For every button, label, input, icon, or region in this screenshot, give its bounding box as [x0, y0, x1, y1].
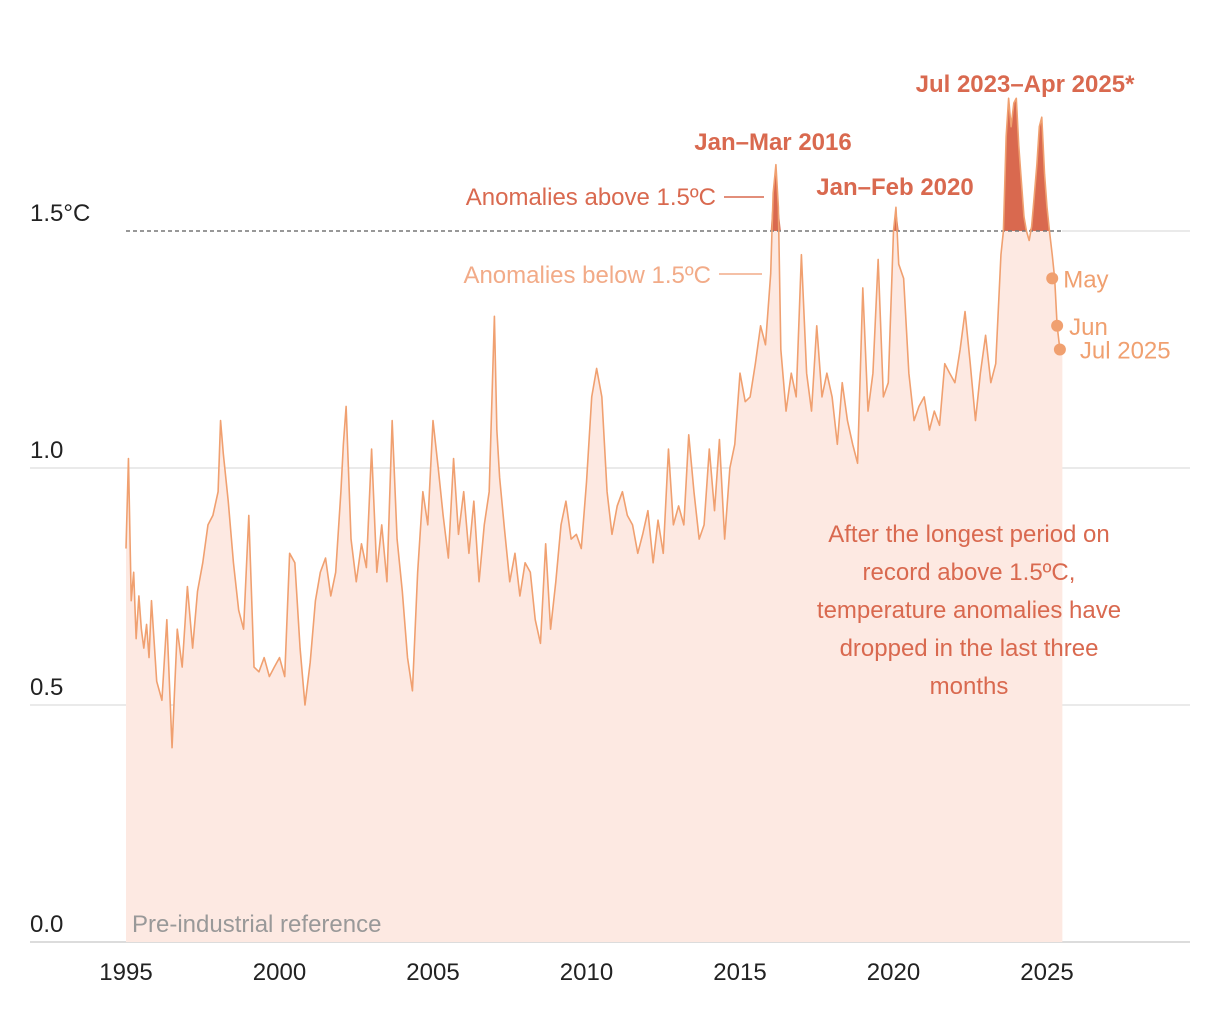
annotation-peak-2020: Jan–Feb 2020: [816, 174, 973, 201]
annotation-peak-2016: Jan–Mar 2016: [694, 129, 851, 156]
pre-industrial-reference-label: Pre-industrial reference: [132, 911, 381, 938]
point-jun: [1051, 319, 1064, 332]
annotation-layer: Jul 2023–Apr 2025* Jan–Mar 2016 Jan–Feb …: [132, 71, 1135, 938]
y-tick-label-1: 0.5: [30, 674, 63, 701]
area-layer: [126, 98, 1063, 942]
series-line-anomaly: [125, 97, 1063, 749]
point-label-jul-2025: Jul 2025: [1080, 338, 1171, 365]
annotation-note-line-3: dropped in the last three: [840, 635, 1099, 662]
area-below-threshold: [126, 231, 1063, 942]
annotation-note-line-1: record above 1.5ºC,: [863, 559, 1076, 586]
y-tick-label-2: 1.0: [30, 437, 63, 464]
area-above-threshold: [126, 98, 1063, 231]
point-may: [1046, 272, 1059, 285]
x-tick-label-1995: 1995: [99, 959, 152, 986]
x-tick-label-2025: 2025: [1020, 959, 1073, 986]
annotation-note-line-4: months: [930, 673, 1009, 700]
x-tick-label-2000: 2000: [253, 959, 306, 986]
line-layer: [125, 97, 1063, 749]
x-axis: 1995 2000 2005 2010 2015 2020 2025: [99, 959, 1073, 986]
annotation-above-label: Anomalies above 1.5ºC: [466, 184, 716, 211]
point-label-may: May: [1063, 266, 1108, 293]
annotation-note: After the longest period on record above …: [817, 521, 1121, 700]
x-tick-label-2005: 2005: [406, 959, 459, 986]
annotation-note-line-2: temperature anomalies have: [817, 597, 1121, 624]
x-tick-label-2015: 2015: [713, 959, 766, 986]
x-tick-label-2010: 2010: [560, 959, 613, 986]
annotation-note-line-0: After the longest period on: [828, 521, 1110, 548]
y-tick-label-0: 0.0: [30, 911, 63, 938]
point-jul-2025: [1053, 343, 1066, 356]
y-tick-label-3: 1.5°C: [30, 200, 90, 227]
y-axis: 0.0 0.5 1.0 1.5°C: [30, 200, 90, 938]
annotation-peak-2023: Jul 2023–Apr 2025*: [916, 71, 1135, 98]
annotation-below-label: Anomalies below 1.5ºC: [463, 262, 711, 289]
x-tick-label-2020: 2020: [867, 959, 920, 986]
point-label-jun: Jun: [1069, 314, 1108, 341]
